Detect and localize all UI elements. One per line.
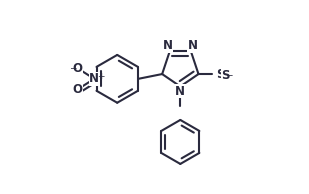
Text: N: N (188, 39, 198, 52)
Text: +: + (97, 72, 104, 81)
Text: −: − (225, 70, 233, 80)
Text: −: − (69, 63, 76, 72)
Text: S: S (222, 69, 230, 82)
Text: N: N (89, 72, 99, 85)
Text: N: N (163, 39, 173, 52)
Text: N: N (175, 85, 185, 98)
Text: O: O (73, 83, 83, 96)
Text: O: O (73, 62, 83, 75)
Text: S: S (216, 68, 224, 81)
